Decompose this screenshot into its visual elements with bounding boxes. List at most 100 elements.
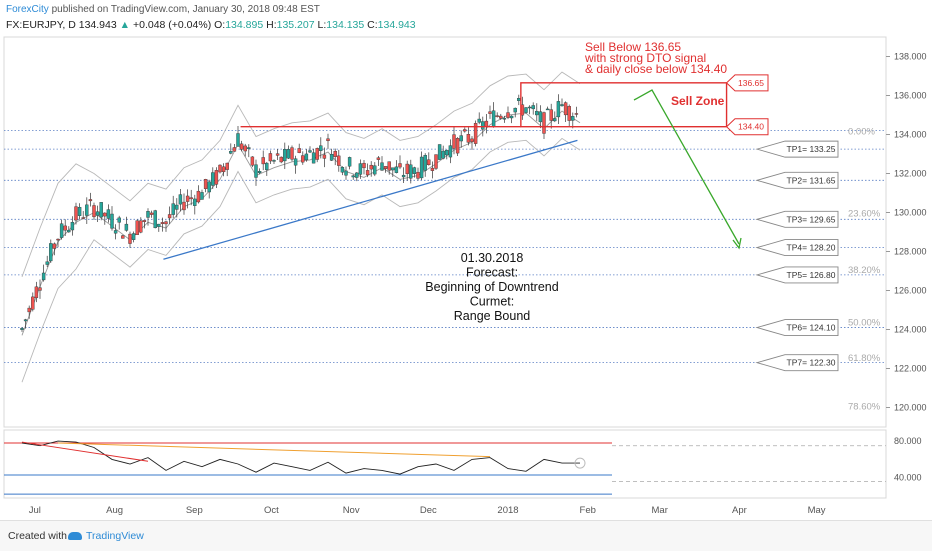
candle-body xyxy=(319,145,323,151)
price-chart[interactable]: 138.000 136.000 134.000 132.000 130.000 128.0… xyxy=(0,0,932,520)
candle-body xyxy=(409,164,413,179)
sell-zone-upper-label-box xyxy=(725,74,769,92)
candle-body xyxy=(257,171,262,174)
candle-body xyxy=(535,110,539,116)
candle-body xyxy=(506,112,510,118)
candle-body xyxy=(347,157,352,167)
candle-body xyxy=(376,157,381,160)
candle-body xyxy=(135,220,139,235)
last-price: 134.943 xyxy=(78,19,117,31)
fib-level-label: 78.60% xyxy=(848,402,881,413)
candle-body xyxy=(193,198,197,206)
tradingview-link[interactable]: TradingView xyxy=(68,530,144,542)
candle-body xyxy=(430,167,435,171)
candle-body xyxy=(81,217,85,219)
forecast-line: 01.30.2018 xyxy=(461,251,524,265)
y-tick-label: 130.000 xyxy=(894,208,927,218)
candle-body xyxy=(268,153,273,162)
candle-body xyxy=(502,118,507,120)
candle-body xyxy=(481,121,485,130)
candle-body xyxy=(110,213,114,229)
candle-body xyxy=(146,211,150,218)
candle-body xyxy=(157,223,161,227)
oscillator-trend-orange xyxy=(57,442,491,458)
y-tick-label: 136.000 xyxy=(894,91,927,101)
candle-body xyxy=(571,116,575,121)
target-callout-label: TP2= 131.65 xyxy=(787,175,836,185)
candle-body xyxy=(333,151,337,157)
candle-body xyxy=(164,221,168,225)
x-tick-label: Feb xyxy=(580,505,596,516)
fib-level-label: 50.00% xyxy=(848,318,881,329)
candle-body xyxy=(315,148,319,160)
candle-body xyxy=(207,181,211,193)
candle-body xyxy=(427,159,431,166)
candle-body xyxy=(124,223,129,231)
candle-body xyxy=(445,150,449,156)
candle-body xyxy=(247,147,251,150)
y-tick-label: 126.000 xyxy=(894,286,927,296)
osc-y-tick-label: 40.000 xyxy=(894,473,922,483)
fib-level-label: 0.00% xyxy=(848,127,875,138)
candle-body xyxy=(477,118,481,123)
oscillator-line xyxy=(21,440,580,475)
candle-body xyxy=(488,111,492,114)
tradingview-icon xyxy=(68,532,82,541)
sell-zone-label: Sell Zone xyxy=(671,94,725,108)
candle-body xyxy=(31,296,35,310)
candle-body xyxy=(373,165,377,175)
y-tick-label: 138.000 xyxy=(894,52,927,62)
target-callout-box xyxy=(755,140,839,158)
candle-body xyxy=(470,138,474,143)
candle-body xyxy=(38,287,42,291)
candle-body xyxy=(517,98,521,101)
candle-body xyxy=(466,134,471,143)
candle-body xyxy=(524,107,528,113)
candle-body xyxy=(405,163,409,174)
candle-body xyxy=(34,286,39,299)
bollinger-upper-band xyxy=(21,71,581,277)
target-callout-label: TP6= 124.10 xyxy=(787,323,836,333)
candle-body xyxy=(261,157,265,165)
candle-body xyxy=(121,235,125,239)
candle-body xyxy=(419,156,424,179)
candle-body xyxy=(344,170,348,176)
publisher-name[interactable]: ForexCity xyxy=(6,4,49,15)
bollinger-lower-band xyxy=(21,137,581,383)
candle-body xyxy=(49,243,53,262)
candle-body xyxy=(70,221,75,231)
arrow-head-icon xyxy=(732,237,742,250)
candle-body xyxy=(167,214,172,219)
candle-body xyxy=(473,123,478,144)
sell-zone-lower-label: 134.40 xyxy=(738,122,764,132)
fib-level-label: 38.20% xyxy=(848,265,881,276)
candle-body xyxy=(221,166,226,173)
candle-body xyxy=(416,171,420,179)
candle-body xyxy=(574,113,579,115)
x-tick-label: Dec xyxy=(420,505,437,516)
candle-body xyxy=(383,166,388,169)
candle-body xyxy=(358,163,363,175)
close-value: 134.943 xyxy=(377,19,416,31)
low-label: L: xyxy=(317,19,327,31)
y-tick-label: 124.000 xyxy=(894,325,927,335)
candle-body xyxy=(401,174,406,178)
candle-body xyxy=(182,201,186,211)
candle-body xyxy=(160,222,165,224)
target-callout-box xyxy=(755,266,839,284)
candle-body xyxy=(491,110,496,127)
x-tick-label: Mar xyxy=(652,505,668,516)
candle-body xyxy=(437,144,442,160)
candle-body xyxy=(499,115,503,119)
candle-body xyxy=(283,149,287,162)
candle-body xyxy=(203,179,208,189)
price-change: +0.048 (+0.04%) xyxy=(132,19,212,31)
candle-body xyxy=(196,190,201,203)
candle-body xyxy=(513,107,517,113)
candle-body xyxy=(452,134,456,149)
downtrend-projection-arrow xyxy=(633,89,740,245)
x-tick-label: Sep xyxy=(186,505,203,516)
candle-body xyxy=(23,319,28,322)
candle-body xyxy=(556,101,561,118)
forecast-line: Forecast: xyxy=(466,266,518,280)
